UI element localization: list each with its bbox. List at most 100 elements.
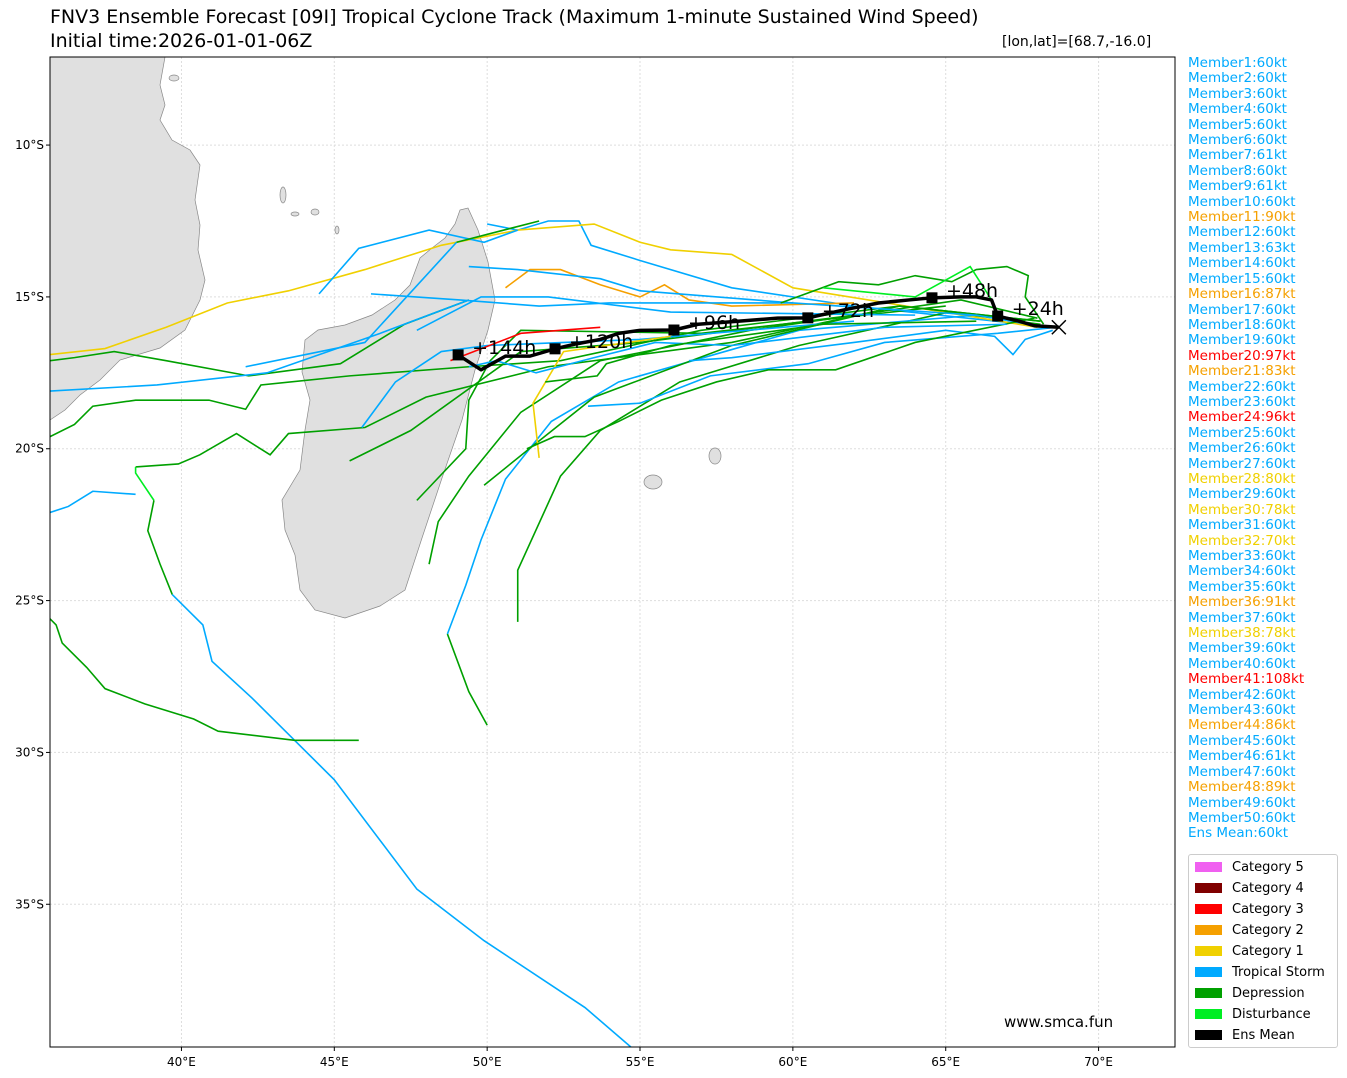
member-track [245, 241, 458, 368]
chart-title: FNV3 Ensemble Forecast [09I] Tropical Cy… [50, 6, 979, 28]
legend-label: Disturbance [1232, 1006, 1311, 1022]
member-intensity-item: Member5:60kt [1188, 116, 1287, 133]
legend-swatch [1195, 988, 1222, 998]
member-track [587, 326, 1056, 408]
member-intensity-item: Member25:60kt [1188, 424, 1296, 441]
forecast-hour-marker [452, 349, 464, 361]
member-intensity-item: Member19:60kt [1188, 332, 1296, 349]
member-track [50, 299, 470, 377]
member-intensity-item: Member28:80kt [1188, 470, 1296, 487]
y-tick-label: 20°S [15, 442, 44, 456]
legend-label: Category 2 [1232, 922, 1304, 938]
member-intensity-item: Member3:60kt [1188, 85, 1287, 102]
legend-item-c2: Category 2 [1195, 920, 1304, 940]
member-track [780, 265, 1045, 325]
member-track [50, 490, 136, 514]
legend-item-c5: Category 5 [1195, 857, 1304, 877]
legend-item-dep: Depression [1195, 983, 1305, 1003]
member-intensity-item: Member18:60kt [1188, 316, 1296, 333]
member-track [446, 633, 488, 726]
comoros-island [310, 208, 320, 216]
forecast-hour-marker [668, 324, 680, 336]
legend-swatch [1195, 967, 1222, 977]
member-intensity-item: Member32:70kt [1188, 532, 1296, 549]
legend-item-c1: Category 1 [1195, 941, 1304, 961]
legend-label: Category 1 [1232, 943, 1304, 959]
member-tracks [50, 220, 1056, 1047]
member-intensity-item: Member7:61kt [1188, 147, 1287, 164]
member-track [516, 311, 1041, 622]
member-track [134, 466, 155, 501]
member-intensity-item: Member30:78kt [1188, 501, 1296, 518]
member-track [146, 500, 174, 595]
member-intensity-item: Member11:90kt [1188, 209, 1296, 226]
map-frame [49, 56, 1176, 1048]
member-track [428, 299, 1038, 565]
legend-swatch [1195, 925, 1222, 935]
legend-label: Tropical Storm [1232, 964, 1325, 980]
member-intensity-item: Member13:63kt [1188, 239, 1296, 256]
forecast-hour-marker [926, 292, 938, 304]
legend: Category 5 Category 4 Category 3 Category 2… [1188, 854, 1338, 1048]
forecast-hour-marker [549, 343, 561, 355]
member-track [446, 314, 1047, 635]
member-intensity-item: Member41:108kt [1188, 671, 1305, 688]
x-tick-label: 70°E [1084, 1055, 1113, 1069]
x-tick-label: 40°E [167, 1055, 196, 1069]
y-tick-label: 30°S [15, 745, 44, 759]
member-intensity-item: Member16:87kt [1188, 286, 1296, 303]
forecast-hour-label: +72h [822, 300, 874, 322]
credit-text: www.smca.fun [1004, 1013, 1114, 1031]
legend-swatch [1195, 946, 1222, 956]
member-intensity-item: Member36:91kt [1188, 594, 1296, 611]
member-intensity-item: Member50:60kt [1188, 809, 1296, 826]
legend-swatch [1195, 1030, 1222, 1040]
africa-coast [50, 57, 206, 421]
member-intensity-item: Member27:60kt [1188, 455, 1296, 472]
member-intensity-item: Member33:60kt [1188, 548, 1296, 564]
x-tick-label: 65°E [931, 1055, 960, 1069]
legend-swatch [1195, 904, 1222, 914]
member-intensity-item: Member37:60kt [1188, 609, 1296, 626]
member-intensity-item: Member9:61kt [1188, 178, 1287, 195]
initial-time: Initial time:2026-01-01-06Z [50, 30, 313, 52]
member-track [526, 317, 1035, 450]
member-intensity-item: Member20:97kt [1188, 347, 1296, 364]
legend-item-c3: Category 3 [1195, 899, 1304, 919]
comoros-island [279, 186, 287, 204]
member-intensity-item: Member48:89kt [1188, 779, 1296, 796]
member-intensity-item: Member24:96kt [1188, 409, 1296, 426]
forecast-hour-label: +120h [569, 331, 633, 353]
member-track [823, 265, 993, 301]
member-intensity-item: Member49:60kt [1188, 794, 1296, 811]
member-track [456, 220, 540, 244]
ens-mean-track: +24h +48h +72h +96h +120h +144h [452, 280, 1067, 372]
forecast-hour-marker [802, 312, 814, 324]
grid [50, 57, 1175, 1047]
member-intensity-item: Member26:60kt [1188, 440, 1296, 457]
forecast-hour-label: +24h [1012, 298, 1064, 320]
legend-label: Category 4 [1232, 880, 1304, 896]
member-intensity-item: Member38:78kt [1188, 625, 1296, 642]
member-intensity-item: Member47:60kt [1188, 763, 1296, 780]
member-intensity-item: Member21:83kt [1188, 363, 1296, 380]
member-intensity-item: Member15:60kt [1188, 270, 1296, 287]
member-track [545, 320, 977, 383]
member-intensity-list: Member1:60kt Member2:60kt Member3:60kt Memb… [1188, 55, 1305, 842]
legend-label: Ens Mean [1232, 1027, 1295, 1043]
member-intensity-item: Member17:60kt [1188, 301, 1296, 318]
member-intensity-item: Member4:60kt [1188, 101, 1287, 118]
member-track [487, 220, 1053, 329]
member-track [50, 299, 470, 392]
member-track [450, 326, 601, 362]
member-intensity-item: Member1:60kt [1188, 55, 1287, 71]
member-intensity-item: Member31:60kt [1188, 517, 1296, 534]
position-readout: [lon,lat]=[68.7,-16.0] [1002, 34, 1152, 50]
member-intensity-item: Ens Mean:60kt [1188, 825, 1289, 842]
member-track [370, 293, 977, 316]
legend-label: Category 5 [1232, 859, 1304, 875]
forecast-hour-label: +144h [472, 337, 536, 359]
member-intensity-item: Member29:60kt [1188, 486, 1296, 503]
member-intensity-item: Member43:60kt [1188, 702, 1296, 719]
member-track [171, 593, 632, 1047]
